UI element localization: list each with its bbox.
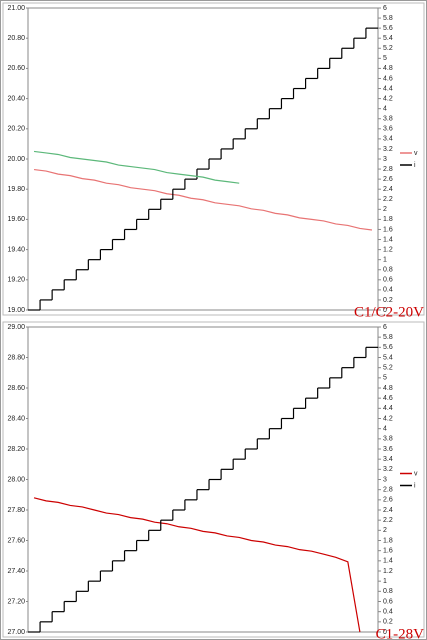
y2-tick-label: 4.4 (383, 405, 393, 412)
y-tick-label: 19.00 (7, 307, 25, 314)
y2-tick-label: 1.8 (383, 537, 393, 544)
y2-tick-label: 5.8 (383, 15, 393, 22)
y2-tick-label: 1 (383, 578, 387, 585)
y2-tick-label: 0.2 (383, 619, 393, 626)
y2-tick-label: 0.8 (383, 588, 393, 595)
y-tick-label: 20.80 (7, 35, 25, 42)
line (33, 497, 361, 633)
y2-tick-label: 2.8 (383, 487, 393, 494)
y-tick-label: 20.00 (7, 156, 25, 163)
y2-tick-label: 6 (383, 324, 387, 331)
y2-tick-label: 3.2 (383, 146, 393, 153)
y2-tick-label: 2.4 (383, 186, 393, 193)
y2-tick-label: 5 (383, 375, 387, 382)
y2-tick-label: 3.8 (383, 116, 393, 123)
y-tick-label: 20.60 (7, 65, 25, 72)
y2-tick-label: 5.4 (383, 354, 393, 361)
y2-tick-label: 1.2 (383, 568, 393, 575)
y2-tick-label: 5.2 (383, 365, 393, 372)
y2-tick-label: 2.4 (383, 507, 393, 514)
y2-tick-label: 4 (383, 106, 387, 113)
y2-tick-label: 2.2 (383, 517, 393, 524)
y-tick-label: 19.20 (7, 277, 25, 284)
y2-tick-label: 2.2 (383, 196, 393, 203)
y2-tick-label: 4.4 (383, 85, 393, 92)
y-tick-label: 20.20 (7, 126, 25, 133)
y2-tick-label: 0.4 (383, 287, 393, 294)
y2-tick-label: 1.6 (383, 548, 393, 555)
y2-tick-label: 0.4 (383, 609, 393, 616)
y-tick-label: 27.20 (7, 598, 25, 605)
panel (2, 2, 425, 316)
line (33, 150, 240, 184)
y2-tick-label: 2.8 (383, 166, 393, 173)
annotation: C1-28V (376, 626, 425, 640)
y2-tick-label: 0.6 (383, 277, 393, 284)
y2-tick-label: 3.4 (383, 136, 393, 143)
y2-tick-label: 3.6 (383, 446, 393, 453)
y2-tick-label: 6 (383, 5, 387, 12)
y2-tick-label: 3.2 (383, 466, 393, 473)
legend-label: v (414, 470, 418, 477)
y2-tick-label: 5.6 (383, 25, 393, 32)
y2-tick-label: 1.4 (383, 558, 393, 565)
y2-tick-label: 3 (383, 476, 387, 483)
y2-tick-label: 4 (383, 426, 387, 433)
y-tick-label: 28.40 (7, 415, 25, 422)
y2-tick-label: 4.6 (383, 75, 393, 82)
y-tick-label: 28.80 (7, 354, 25, 361)
y-tick-label: 21.00 (7, 5, 25, 12)
y-tick-label: 27.80 (7, 507, 25, 514)
y2-tick-label: 3.8 (383, 436, 393, 443)
y2-tick-label: 5.2 (383, 45, 393, 52)
y2-tick-label: 0.6 (383, 598, 393, 605)
y2-tick-label: 5.6 (383, 344, 393, 351)
y2-tick-label: 2.6 (383, 176, 393, 183)
y2-tick-label: 1 (383, 257, 387, 264)
y-tick-label: 28.60 (7, 385, 25, 392)
y-tick-label: 29.00 (7, 324, 25, 331)
y2-tick-label: 3 (383, 156, 387, 163)
y-tick-label: 28.20 (7, 446, 25, 453)
y-tick-label: 28.00 (7, 476, 25, 483)
y2-tick-label: 4.2 (383, 415, 393, 422)
legend-label: i (414, 162, 416, 169)
y2-tick-label: 1.4 (383, 236, 393, 243)
y2-tick-label: 1.8 (383, 216, 393, 223)
y-tick-label: 19.60 (7, 216, 25, 223)
y-tick-label: 27.40 (7, 568, 25, 575)
y2-tick-label: 4.8 (383, 65, 393, 72)
y2-tick-label: 3.4 (383, 456, 393, 463)
y2-tick-label: 5 (383, 55, 387, 62)
y2-tick-label: 4.8 (383, 385, 393, 392)
y-tick-label: 19.40 (7, 246, 25, 253)
y-tick-label: 27.60 (7, 537, 25, 544)
y-tick-label: 27.00 (7, 629, 25, 636)
y2-tick-label: 0 (383, 629, 387, 636)
y2-tick-label: 2 (383, 206, 387, 213)
legend-label: i (414, 482, 416, 489)
line (33, 168, 373, 231)
legend-label: v (414, 150, 418, 157)
panel (2, 321, 425, 638)
y2-tick-label: 0.2 (383, 297, 393, 304)
y2-tick-label: 0.8 (383, 267, 393, 274)
y2-tick-label: 2 (383, 527, 387, 534)
y2-tick-label: 0 (383, 307, 387, 314)
y2-tick-label: 2.6 (383, 497, 393, 504)
y-tick-label: 19.80 (7, 186, 25, 193)
y-tick-label: 20.40 (7, 95, 25, 102)
annotation: C1/C2-20V (354, 304, 424, 320)
y2-tick-label: 1.2 (383, 246, 393, 253)
y2-tick-label: 1.6 (383, 226, 393, 233)
y2-tick-label: 4.6 (383, 395, 393, 402)
y2-tick-label: 5.8 (383, 334, 393, 341)
y2-tick-label: 4.2 (383, 95, 393, 102)
y2-tick-label: 3.6 (383, 126, 393, 133)
y2-tick-label: 5.4 (383, 35, 393, 42)
